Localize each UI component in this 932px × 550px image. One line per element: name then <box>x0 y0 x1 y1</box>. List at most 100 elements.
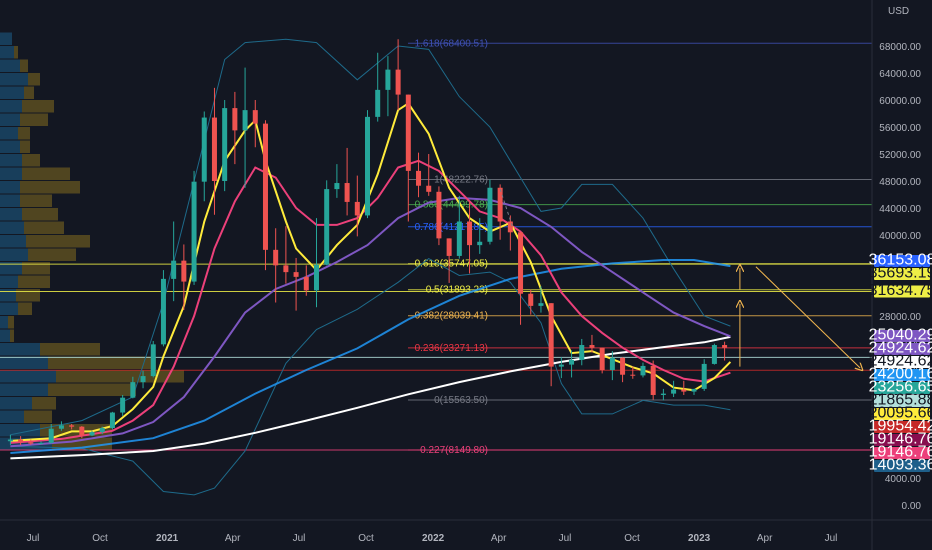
price-tag: 31634.75 <box>869 282 932 299</box>
bollinger-lower-line <box>10 258 731 496</box>
price-tag-label: 23256.65 <box>869 378 932 395</box>
price-tag-box <box>874 394 930 407</box>
fib-level-label: 0(15563.50) <box>434 395 488 406</box>
candle-up <box>130 382 136 398</box>
volume-profile-down-bar <box>52 437 112 450</box>
price-tags: 36153.0835693.1931634.7525040.2924924.62… <box>869 251 932 473</box>
fib-level-label: 0.886(44499.78) <box>415 200 488 211</box>
candle-up <box>242 110 248 131</box>
candle-up <box>171 260 177 279</box>
volume-profile-up-bar <box>0 289 16 302</box>
candle-down <box>599 347 605 370</box>
time-tick-label: Oct <box>624 533 640 544</box>
price-tag-label: 21865.88 <box>869 391 932 408</box>
price-tag-box <box>874 267 930 280</box>
fib-level-label: 0.382(28039.41) <box>415 311 488 322</box>
candle-up <box>701 363 707 389</box>
price-tick-label: 56000.00 <box>879 123 921 134</box>
candle-up <box>365 116 371 216</box>
volume-profile-down-bar <box>24 221 64 234</box>
candle-up <box>191 181 197 282</box>
candle-up <box>120 397 126 413</box>
candle-up <box>640 365 646 376</box>
volume-profile-down-bar <box>28 73 40 86</box>
time-axis[interactable]: Jul Oct 2021 Apr Jul Oct 2022 Apr Jul Oct 2023 Apr J… <box>27 533 838 544</box>
fib-level-label: -0.227(8149.80) <box>417 445 488 456</box>
volume-profile-up-bar <box>0 370 56 383</box>
volume-profile-down-bar <box>8 316 14 329</box>
candle-down <box>518 232 524 294</box>
volume-profile-down-bar <box>20 59 28 72</box>
candle-up <box>660 393 666 395</box>
candle-up <box>140 376 146 383</box>
candle-down <box>303 276 309 291</box>
candle-down <box>405 94 411 171</box>
volume-profile <box>0 32 184 450</box>
volume-profile-up-bar <box>0 100 22 113</box>
volume-profile-up-bar <box>0 383 48 396</box>
candle-up <box>671 389 677 394</box>
volume-profile-down-bar <box>56 370 184 383</box>
candle-down <box>354 201 360 216</box>
candle-down <box>69 425 75 427</box>
volume-profile-up-bar <box>0 86 24 99</box>
ema-purple-line <box>10 196 731 448</box>
price-tag-label: 24924.62 <box>869 339 932 356</box>
price-tag-label: 31634.75 <box>869 282 932 299</box>
price-tick-label: 40000.00 <box>879 231 921 242</box>
candle-down <box>630 374 636 376</box>
price-tag: 19954.42 <box>869 417 932 434</box>
volume-profile-up-bar <box>0 329 10 342</box>
bollinger-bands <box>10 38 731 496</box>
volume-profile-down-bar <box>24 410 52 423</box>
volume-profile-down-bar <box>40 343 100 356</box>
fib-level-label: 1(48222.76) <box>434 174 488 185</box>
candle-up <box>109 412 115 429</box>
candlesticks <box>7 39 728 445</box>
bollinger-upper-line <box>10 38 731 436</box>
price-tag-label: 20095.66 <box>869 404 932 421</box>
volume-profile-down-bar <box>26 235 90 248</box>
volume-profile-up-bar <box>0 410 24 423</box>
fib-retracement: 1.618(68400.51) 1(48222.76) 0.886(44499.78… <box>408 38 872 456</box>
time-tick-label: Oct <box>358 533 374 544</box>
candle-down <box>293 272 299 277</box>
price-tag: 24924.62 <box>869 339 932 356</box>
volume-profile-down-bar <box>48 383 136 396</box>
volume-profile-down-bar <box>22 262 50 275</box>
volume-profile-down-bar <box>32 397 56 410</box>
candle-down <box>681 389 687 392</box>
price-tag-box <box>874 285 930 298</box>
volume-profile-down-bar <box>20 194 52 207</box>
candle-down <box>181 260 187 282</box>
candle-up <box>569 359 575 365</box>
candle-up <box>160 278 166 345</box>
price-tick-label: 44000.00 <box>879 204 921 215</box>
volume-profile-down-bar <box>22 208 58 221</box>
volume-profile-down-bar <box>10 329 14 342</box>
candle-up <box>558 364 564 367</box>
price-tick-label: 48000.00 <box>879 177 921 188</box>
candle-down <box>446 238 452 256</box>
candle-down <box>28 442 34 444</box>
candle-down <box>436 191 442 239</box>
ema-pink-line <box>10 159 731 444</box>
price-tag: 19146.76 <box>869 430 932 447</box>
price-tag-box <box>874 433 930 446</box>
fib-level-label: 0.618(35747.05) <box>415 259 488 270</box>
price-tag-label: 19146.76 <box>869 443 932 460</box>
volume-profile-down-bar <box>22 100 54 113</box>
price-tag: 20095.66 <box>869 404 932 421</box>
volume-profile-up-bar <box>0 140 20 153</box>
candle-down <box>528 293 534 306</box>
candle-up <box>334 183 340 190</box>
volume-profile-down-bar <box>48 356 156 369</box>
price-tag: 21865.88 <box>869 391 932 408</box>
volume-profile-down-bar <box>20 140 30 153</box>
candle-down <box>426 185 432 192</box>
candle-up <box>456 221 462 256</box>
volume-profile-up-bar <box>0 181 20 194</box>
price-tag-box <box>874 254 930 267</box>
fib-level-label: 0.236(23271.13) <box>415 343 488 354</box>
